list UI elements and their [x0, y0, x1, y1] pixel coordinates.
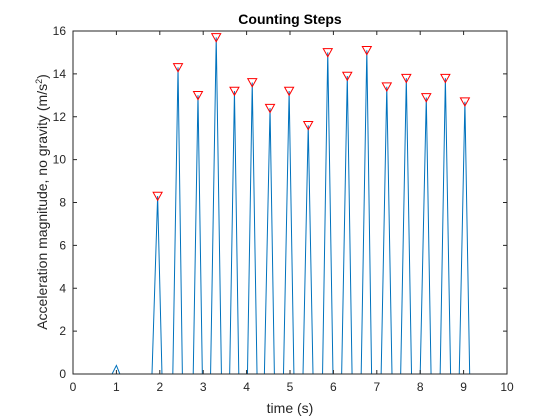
- peak-marker: [210, 33, 222, 43]
- peak-marker: [361, 45, 373, 56]
- peak-marker: [172, 63, 184, 73]
- peak-marker: [192, 90, 204, 101]
- peak-marker: [400, 73, 412, 84]
- y-tick-label: 4: [59, 281, 66, 295]
- x-tick-label: 8: [417, 380, 424, 394]
- x-axis-ticks: 0 1 2 3 4 5 6 7 8 9 10: [70, 31, 514, 394]
- peak-marker: [420, 93, 432, 103]
- y-tick-label: 0: [59, 367, 66, 381]
- x-tick-label: 3: [200, 380, 207, 394]
- x-tick-label: 1: [113, 380, 120, 394]
- peak-marker: [440, 73, 451, 84]
- x-tick-label: 9: [460, 380, 467, 394]
- y-axis-label-end: ): [34, 74, 50, 79]
- peak-marker: [152, 191, 163, 202]
- y-tick-label: 8: [59, 196, 66, 210]
- plot-background: [73, 31, 507, 374]
- peak-marker: [459, 97, 471, 108]
- x-tick-label: 6: [330, 380, 337, 394]
- y-axis-label: Acceleration magnitude, no gravity (m/s2…: [34, 74, 50, 330]
- y-tick-label: 10: [53, 153, 67, 167]
- y-axis-label-superscript: 2: [34, 79, 44, 84]
- x-tick-label: 2: [156, 380, 163, 394]
- x-tick-label: 4: [243, 380, 250, 394]
- peak-marker: [229, 86, 240, 97]
- x-axis-label: time (s): [267, 400, 314, 416]
- y-tick-label: 14: [53, 67, 67, 81]
- x-tick-label: 7: [373, 380, 380, 394]
- x-tick-label: 5: [287, 380, 294, 394]
- chart-title: Counting Steps: [238, 11, 342, 27]
- y-axis-label-main: Acceleration magnitude, no gravity (m/s: [34, 84, 50, 330]
- peak-marker: [264, 103, 276, 114]
- marker-layer: [152, 33, 471, 202]
- peak-marker: [381, 82, 393, 93]
- x-tick-label: 0: [70, 380, 77, 394]
- peak-marker: [341, 71, 353, 82]
- peak-marker: [283, 86, 295, 97]
- peak-marker: [246, 78, 258, 88]
- y-tick-label: 2: [59, 324, 66, 338]
- peak-marker: [302, 121, 314, 131]
- x-tick-label: 10: [500, 380, 514, 394]
- peak-marker: [322, 48, 334, 58]
- y-axis-ticks: 0 2 4 6 8 10 12 14 16: [53, 24, 507, 381]
- y-tick-label: 12: [53, 110, 67, 124]
- y-tick-label: 16: [53, 24, 67, 38]
- y-tick-label: 6: [59, 238, 66, 252]
